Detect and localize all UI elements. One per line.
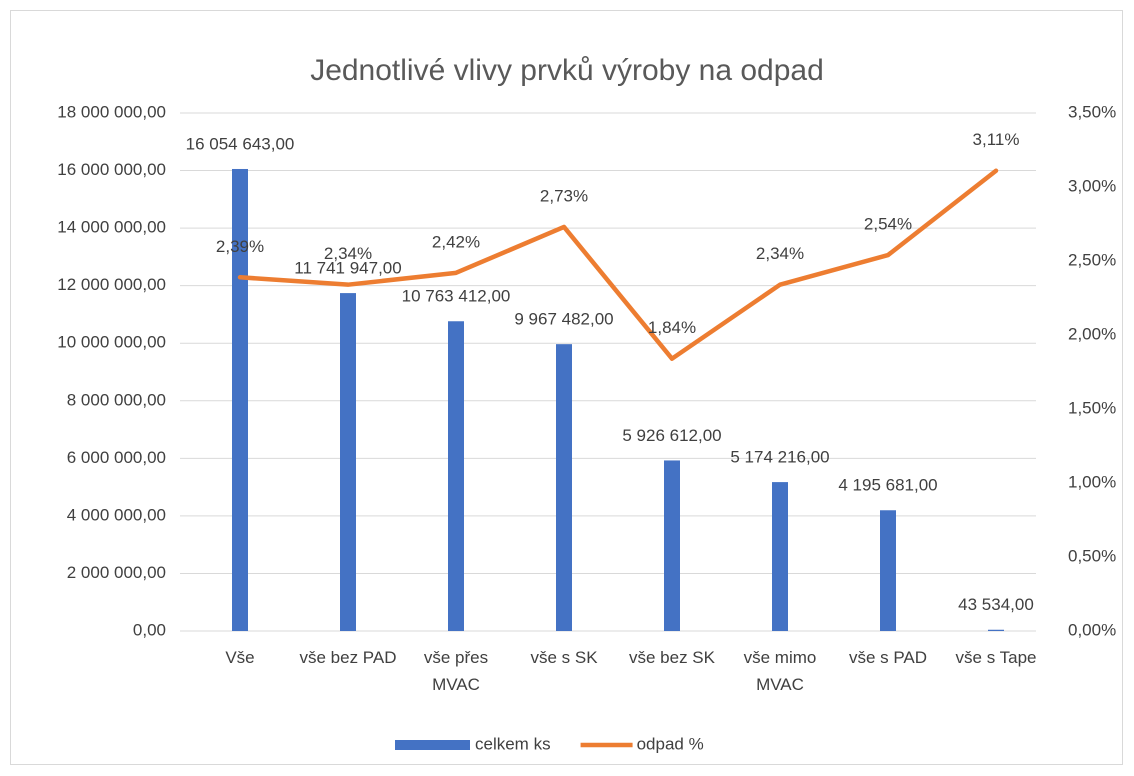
y-tick-label: 10 000 000,00 [57, 333, 166, 352]
legend-label: odpad % [637, 734, 704, 753]
bar-value-label: 9 967 482,00 [514, 310, 613, 329]
y-tick-label: 14 000 000,00 [57, 218, 166, 237]
bar-value-label: 5 926 612,00 [622, 426, 721, 445]
bar-value-label: 4 195 681,00 [838, 476, 937, 495]
bar [988, 629, 1004, 631]
legend-label: celkem ks [475, 734, 551, 753]
line-value-label: 2,34% [324, 244, 372, 263]
y2-tick-label: 0,50% [1068, 546, 1116, 565]
y2-tick-label: 2,00% [1068, 324, 1116, 343]
line-value-label: 2,39% [216, 237, 264, 256]
line-value-label: 2,34% [756, 244, 804, 263]
y2-tick-label: 2,50% [1068, 250, 1116, 269]
bar [232, 168, 248, 632]
y-tick-label: 6 000 000,00 [67, 448, 166, 467]
x-tick-label: vše s Tape [955, 648, 1037, 667]
line-value-label: 1,84% [648, 318, 696, 337]
x-tick-label: vše bez SK [629, 648, 715, 667]
y2-tick-label: 1,00% [1068, 472, 1116, 491]
y-tick-label: 8 000 000,00 [67, 390, 166, 409]
y-tick-label: 2 000 000,00 [67, 563, 166, 582]
bar-value-label: 5 174 216,00 [730, 448, 829, 467]
legend-swatch [395, 740, 470, 750]
y2-tick-label: 0,00% [1068, 620, 1116, 639]
line-value-label: 3,11% [973, 130, 1020, 149]
x-tick-label: Vše [225, 648, 255, 667]
bar [880, 510, 896, 631]
y-tick-label: 4 000 000,00 [67, 505, 166, 524]
bar [556, 344, 572, 631]
chart-title: Jednotlivé vlivy prvků výroby na odpad [310, 54, 824, 87]
bar [772, 482, 788, 631]
bar-value-label: 16 054 643,00 [186, 134, 295, 153]
y-tick-label: 12 000 000,00 [57, 275, 166, 294]
y2-tick-label: 3,00% [1068, 176, 1116, 195]
x-tick-label: vše bez PAD [299, 648, 397, 667]
bar-value-label: 10 763 412,00 [402, 287, 511, 306]
x-tick-label: vše s SK [530, 648, 598, 667]
y2-tick-label: 1,50% [1068, 398, 1116, 417]
line [237, 168, 999, 361]
bar-value-label: 11 741 947,00 [294, 259, 401, 278]
bar [664, 460, 680, 631]
x-tick-label: vše přes MVAC [423, 648, 489, 694]
bar [340, 293, 356, 631]
x-tick-label: vše mimo MVAC [743, 648, 817, 694]
bar [448, 321, 464, 631]
bar-value-label: 43 534,00 [958, 595, 1034, 614]
x-tick-label: vše s PAD [848, 648, 928, 667]
line-value-label: 2,54% [864, 215, 912, 234]
line-value-label: 2,42% [432, 232, 480, 251]
line-value-label: 2,73% [540, 186, 588, 205]
y-tick-label: 0,00 [133, 620, 166, 639]
y-tick-label: 18 000 000,00 [57, 102, 166, 121]
y-tick-label: 16 000 000,00 [57, 160, 166, 179]
y2-tick-label: 3,50% [1068, 102, 1116, 121]
